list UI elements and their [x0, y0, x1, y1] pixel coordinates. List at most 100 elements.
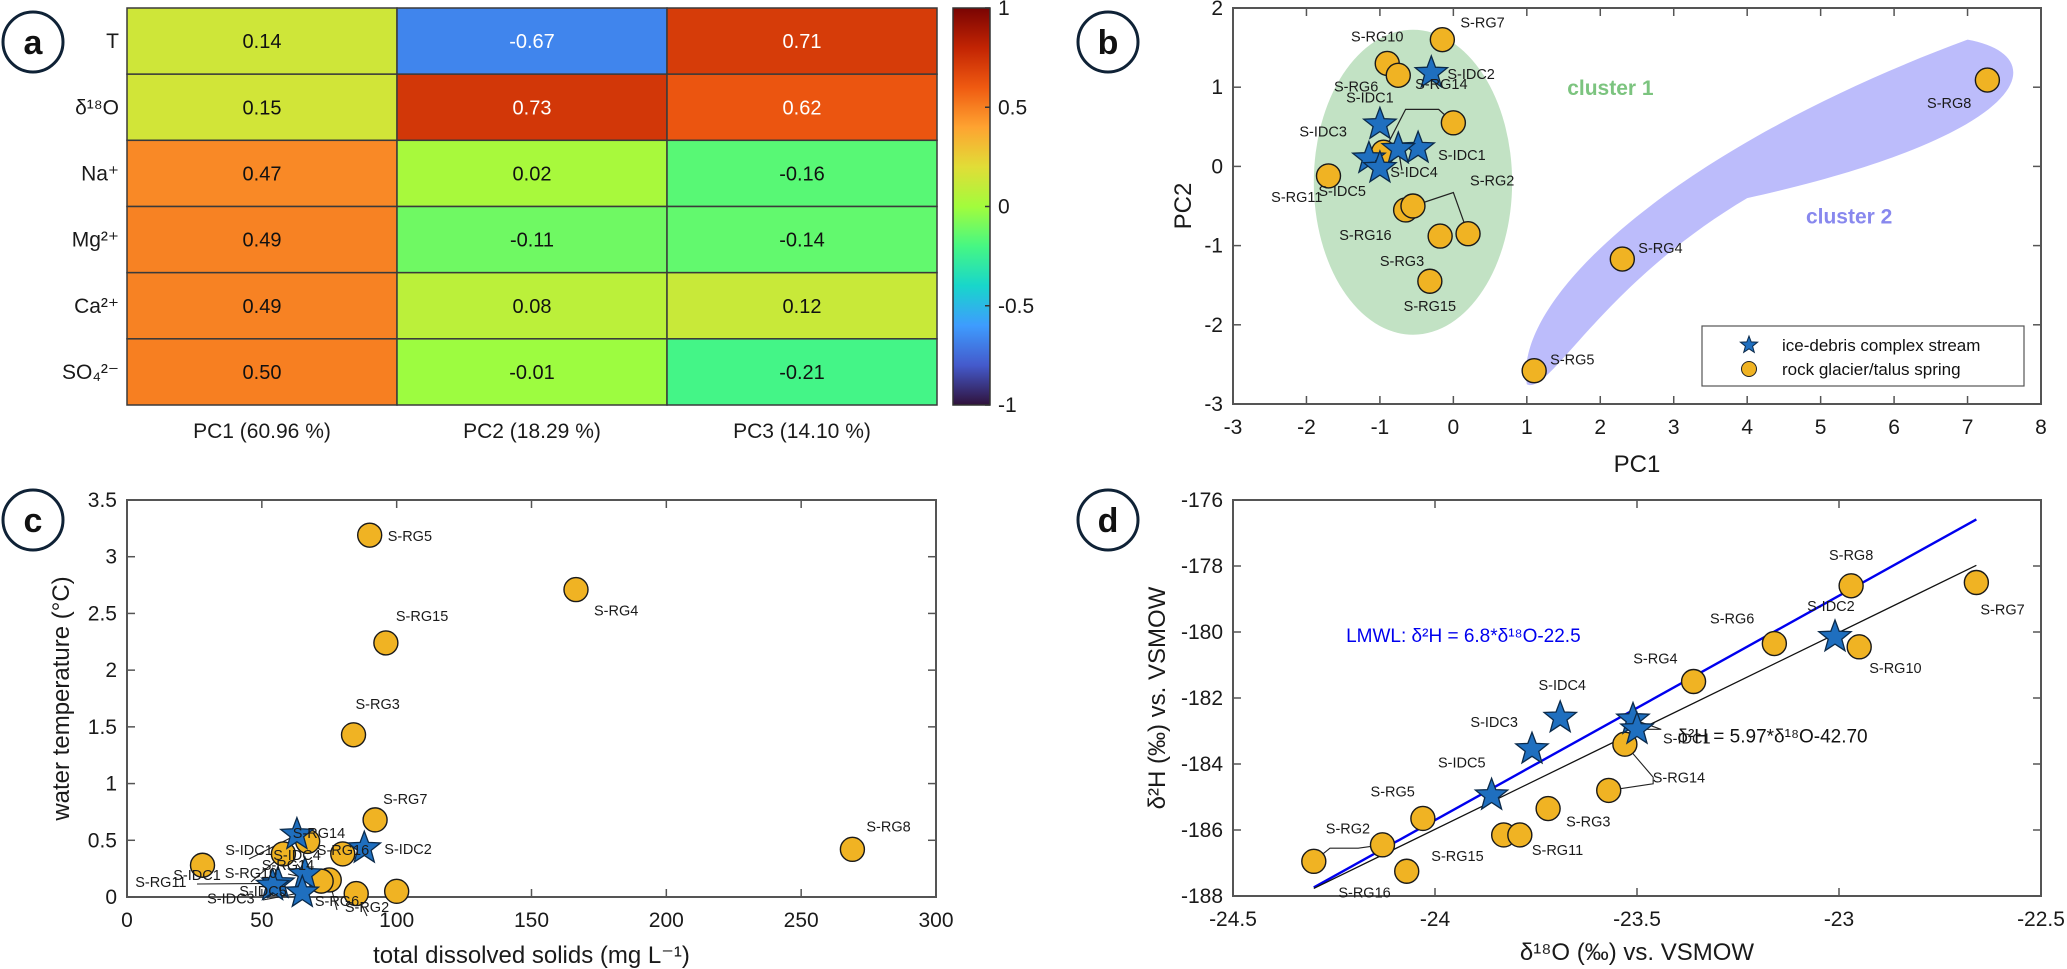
x-tick-label: -24 [1420, 908, 1451, 931]
point-label: S-RG7 [1980, 603, 2024, 619]
cell-value: 0.71 [783, 31, 822, 53]
y-tick-label: -176 [1181, 489, 1223, 512]
x-tick-label: 5 [1815, 416, 1827, 439]
point-label: S-RG10 [225, 866, 277, 882]
colorbar-tick-label: 0 [998, 196, 1010, 219]
y-tick-label: 2 [105, 659, 117, 682]
point-label: S-RG6 [1334, 79, 1378, 95]
point-label: S-IDC5 [1438, 755, 1486, 771]
point-label: S-RG7 [1460, 16, 1504, 32]
cell-value: -0.16 [779, 163, 825, 185]
cell-value: 0.12 [783, 296, 822, 318]
point-label: S-IDC3 [1470, 715, 1518, 731]
circle-marker [357, 522, 383, 548]
circle-marker [1521, 358, 1547, 384]
legend-entry-rock-glacier: rock glacier/talus spring [1782, 360, 1961, 379]
circle-marker [1838, 573, 1864, 599]
y-tick-label: 1 [1211, 76, 1223, 99]
y-tick-label: -182 [1181, 687, 1223, 710]
point-label: S-IDC4 [273, 848, 321, 864]
point-label: S-RG5 [1371, 784, 1415, 800]
cell-value: 0.14 [243, 31, 282, 53]
y-axis-label: water temperature (°C) [48, 576, 75, 821]
panel-label-d: d [1076, 488, 1140, 552]
point-label: S-RG6 [315, 894, 359, 910]
point-label: S-RG15 [1431, 849, 1483, 865]
cluster-1-region [1313, 29, 1513, 335]
y-tick-label: 2 [1211, 0, 1223, 20]
star-marker [1817, 618, 1853, 653]
y-tick-label: 2.5 [88, 602, 117, 625]
y-tick-label: -188 [1181, 885, 1223, 908]
lmwl-line [1313, 518, 1977, 889]
star-marker [1413, 54, 1450, 89]
panel-label-b: b [1076, 10, 1140, 74]
point-label: S-IDC5 [1318, 184, 1366, 200]
row-label: Na⁺ [81, 162, 119, 185]
point-label: S-RG8 [866, 819, 910, 835]
x-tick-label: -3 [1224, 416, 1243, 439]
point-label: S-IDC2 [1447, 67, 1495, 83]
cell-value: 0.47 [243, 163, 282, 185]
panel-c-tds-temperature-scatter: c 0 50 100 150 200 250 300 0 0.5 1 1.5 2 2.5 3 3.5 tota… [1, 488, 954, 969]
circle-marker [1369, 832, 1396, 858]
star-marker [1514, 730, 1550, 765]
circle-marker [1963, 569, 1990, 596]
point-label: S-RG8 [1927, 96, 1971, 112]
star-marker [1619, 710, 1655, 745]
cluster-2-region [1525, 39, 2014, 386]
y-tick-label: -180 [1181, 621, 1223, 644]
point-label: S-RG15 [396, 609, 448, 625]
cluster-2-label: cluster 2 [1806, 206, 1892, 229]
heatmap-cell [396, 271, 668, 340]
circle-marker [1410, 805, 1436, 832]
cell-value: -0.21 [779, 362, 825, 384]
circle-marker [343, 880, 369, 907]
row-label: Ca²⁺ [74, 295, 119, 318]
circle-marker [1400, 193, 1426, 219]
circle-marker [1846, 634, 1872, 660]
point-label: S-IDC5 [239, 884, 287, 900]
y-tick-label: 1 [105, 773, 117, 796]
heatmap-cell [126, 338, 398, 406]
point-label: S-RG8 [1829, 548, 1873, 564]
heatmap-cell [126, 7, 398, 75]
point-label: S-IDC3 [1299, 124, 1347, 140]
circle-marker [839, 836, 866, 863]
colorbar: 1 0.5 0 -0.5 -1 [952, 0, 1034, 417]
panel-letter-text: b [1098, 24, 1119, 62]
circle-marker [373, 630, 399, 656]
point-label: S-RG5 [1550, 353, 1594, 369]
legend-circle-icon [1741, 361, 1757, 377]
cell-value: 0.08 [513, 296, 552, 318]
x-axis-label: total dissolved solids (mg L⁻¹) [373, 942, 690, 969]
circle-marker [362, 807, 388, 833]
x-tick-label: -2 [1297, 416, 1316, 439]
y-tick-label: -178 [1181, 555, 1223, 578]
x-tick-label: 0 [121, 909, 133, 932]
circle-marker [1440, 110, 1467, 136]
star-marker [278, 815, 315, 850]
x-tick-label: 8 [2035, 416, 2047, 439]
star-marker [346, 829, 383, 864]
point-label: S-RG2 [345, 900, 389, 916]
heatmap-cell [126, 271, 398, 340]
point-label: S-RG3 [1566, 815, 1610, 831]
circle-marker [1427, 223, 1453, 249]
point-label: S-RG11 [135, 875, 186, 891]
heatmap-cell [666, 139, 938, 208]
colorbar-tick-label: -0.5 [998, 295, 1034, 318]
heatmap-cell [396, 338, 668, 406]
point-label: S-RG7 [383, 792, 427, 808]
cell-value: 0.50 [243, 362, 282, 384]
circle-marker [189, 852, 216, 878]
point-label: S-RG3 [1380, 254, 1424, 270]
circle-marker [1680, 668, 1707, 695]
panel-letter-circle [1, 488, 65, 552]
heatmap-cell [126, 205, 398, 274]
point-label: S-IDC1 [1663, 731, 1711, 747]
x-tick-label: -23 [1824, 908, 1854, 931]
point-label: S-IDC1 [1438, 148, 1486, 164]
column-label: PC2 (18.29 %) [463, 420, 601, 443]
circle-marker [1417, 268, 1443, 294]
